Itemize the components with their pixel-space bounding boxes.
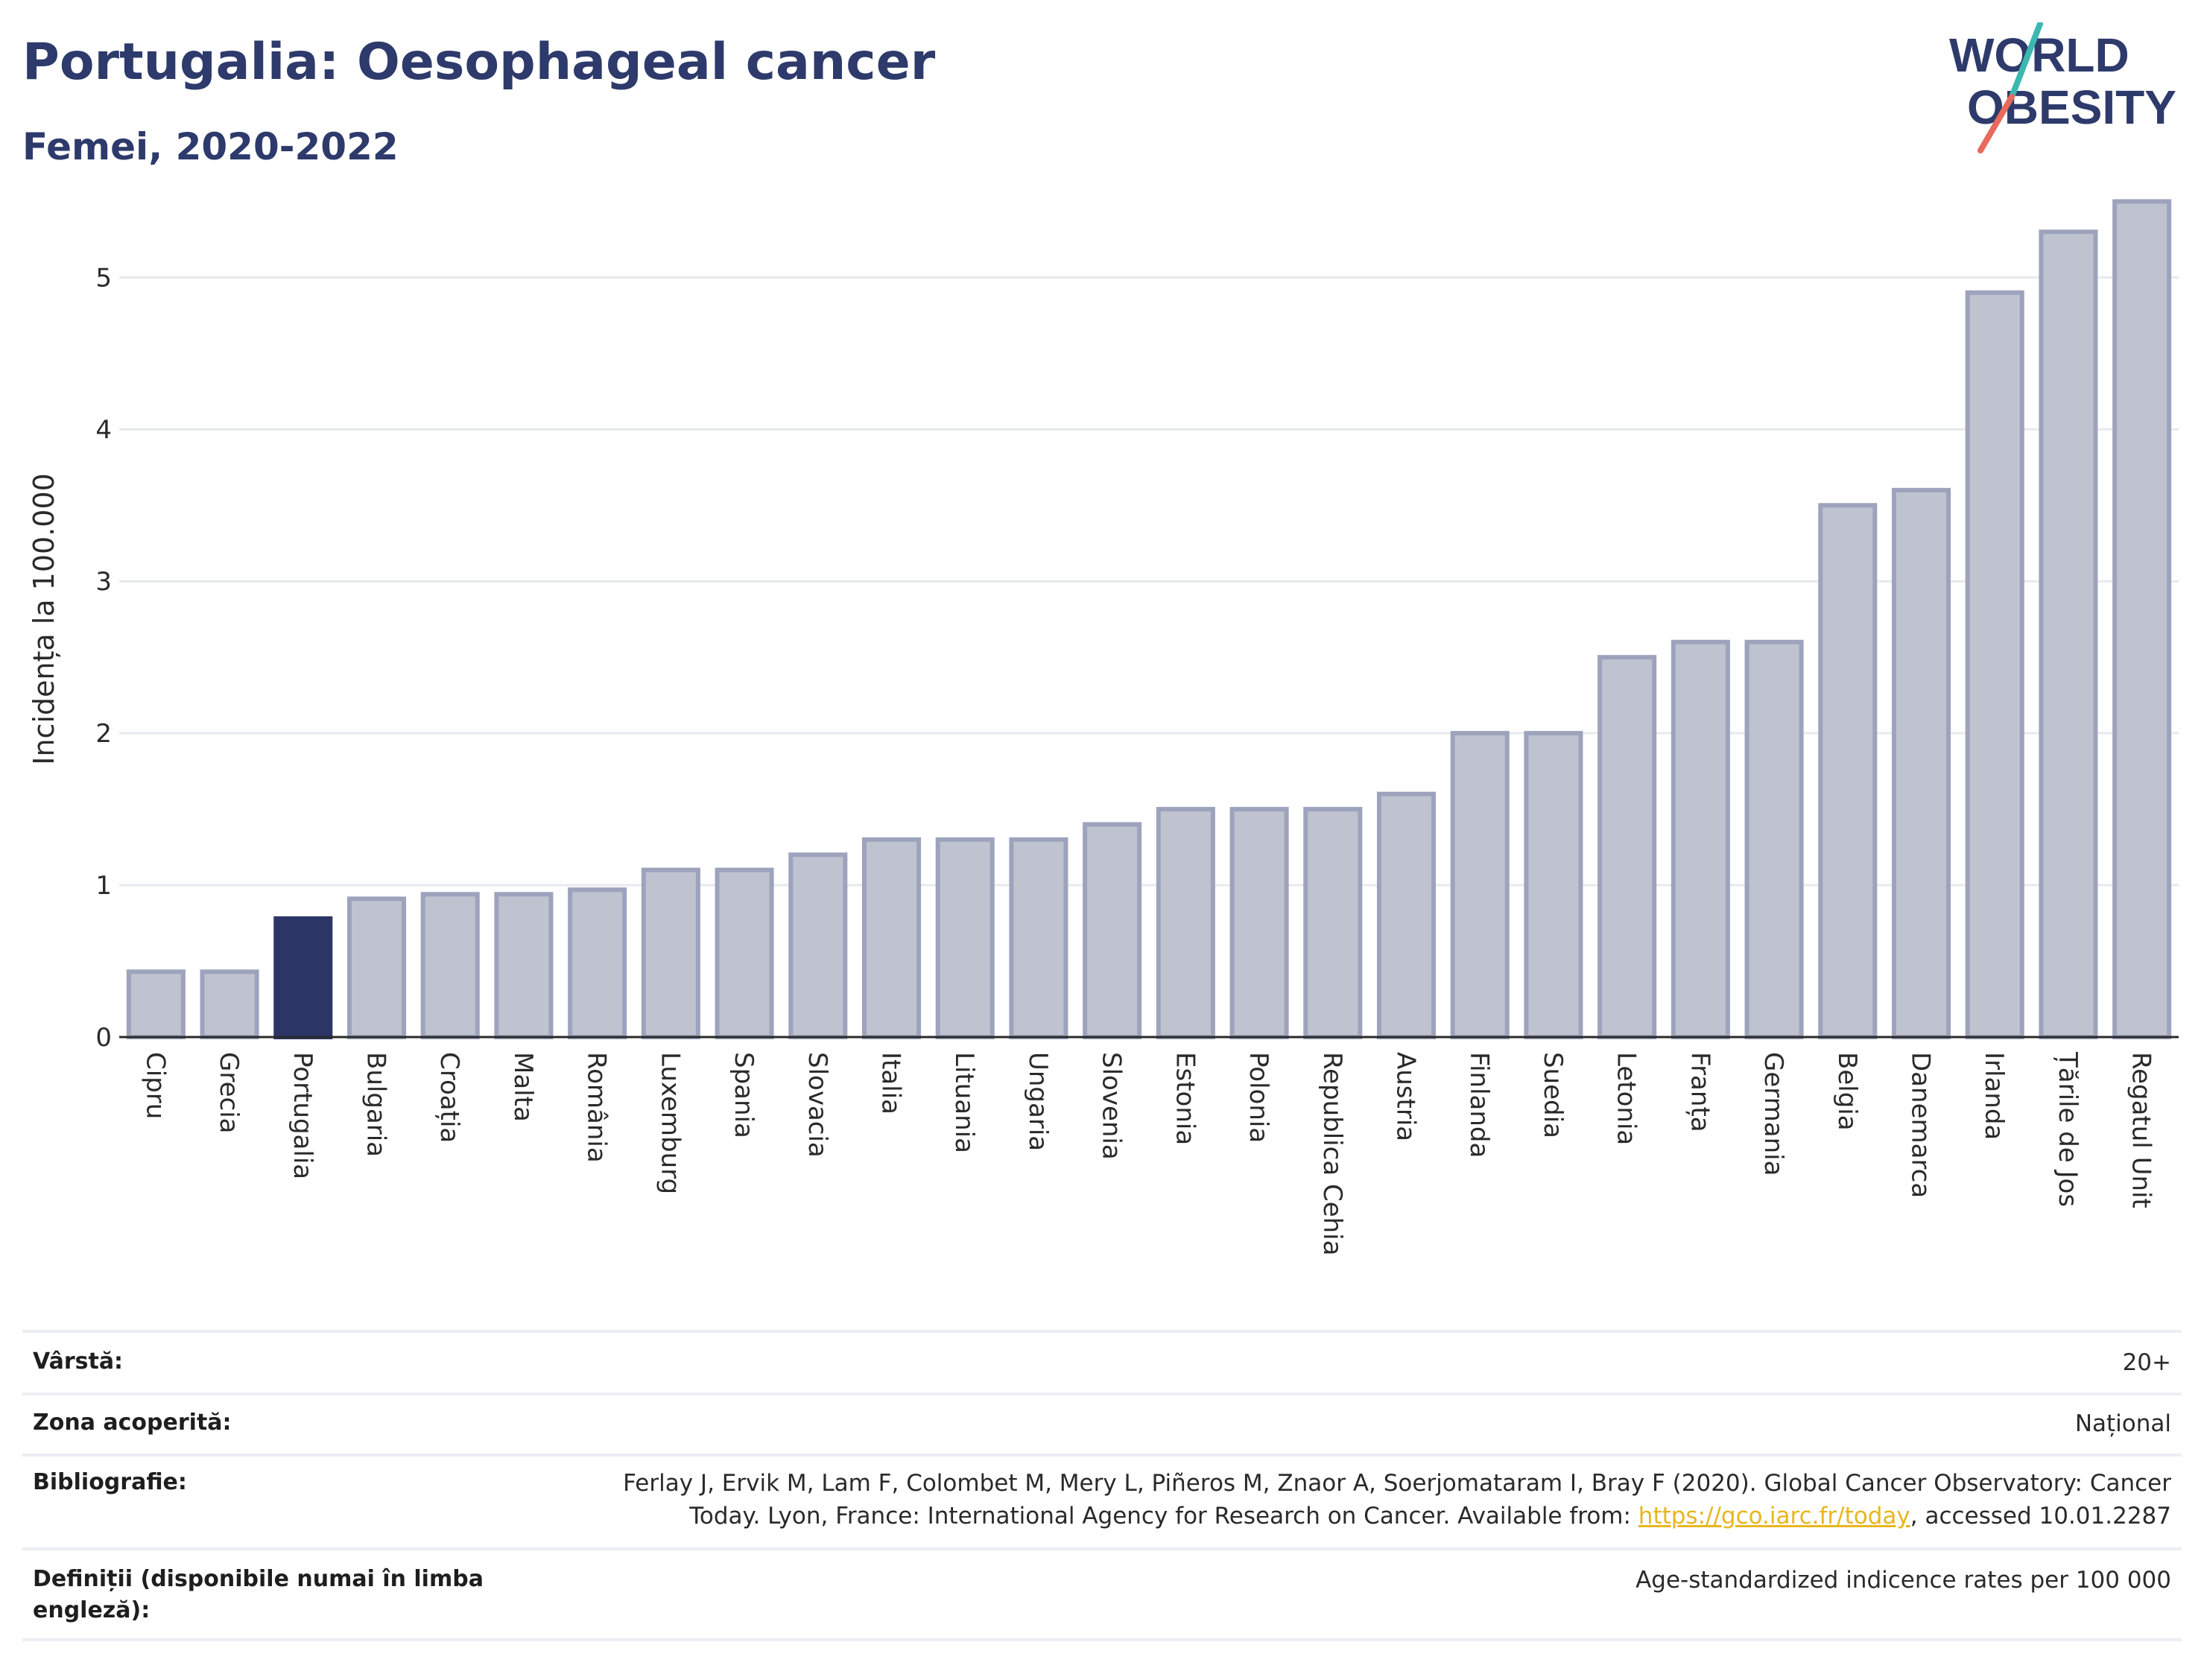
bar: [641, 867, 700, 1040]
bar: [568, 887, 627, 1040]
bar: [126, 969, 186, 1039]
bar: [1229, 807, 1289, 1040]
bar: [1524, 731, 1583, 1040]
page-title: Portugalia: Oesophageal cancer: [22, 33, 936, 92]
y-tick-label: 5: [95, 263, 112, 293]
bar: [861, 837, 922, 1039]
bar: [1083, 822, 1142, 1039]
x-tick-label: Austria: [1391, 1052, 1421, 1141]
bar: [494, 892, 554, 1039]
info-table: Vârstă: 20+ Zona acoperită: Național Bib…: [22, 1330, 2182, 1641]
bar: [273, 916, 333, 1039]
x-tick-label: Cipru: [140, 1052, 170, 1119]
y-tick-label: 0: [95, 1023, 112, 1053]
bar: [1671, 639, 1730, 1039]
bar: [935, 837, 995, 1039]
info-row-definitions: Definiții (disponibile numai în limba en…: [22, 1547, 2182, 1641]
x-tick-label: Bulgaria: [361, 1052, 391, 1157]
y-tick-label: 1: [95, 871, 112, 901]
x-tick-label: Italia: [876, 1052, 906, 1115]
bibliography-line2: Today. Lyon, France: International Agenc…: [689, 1503, 1638, 1530]
bar: [2039, 229, 2098, 1039]
bibliography-line1: Ferlay J, Ervik M, Lam F, Colombet M, Me…: [623, 1470, 2171, 1497]
x-tick-label: România: [582, 1052, 612, 1163]
x-tick-label: Finlanda: [1464, 1052, 1494, 1158]
bar: [1744, 639, 1804, 1039]
x-tick-label: Belgia: [1832, 1052, 1862, 1131]
x-tick-label: Regatul Unit: [2127, 1052, 2156, 1208]
x-tick-label: Suedia: [1538, 1052, 1568, 1138]
page-subtitle: Femei, 2020-2022: [22, 125, 399, 168]
logo-line1: WORLD: [1949, 28, 2129, 82]
x-tick-label: Croația: [434, 1052, 464, 1143]
x-tick-label: Slovacia: [802, 1052, 832, 1158]
world-obesity-logo: WORLD OBESITY: [1949, 22, 2176, 153]
bar: [346, 896, 407, 1040]
bar: [1156, 807, 1215, 1040]
bar: [715, 867, 774, 1040]
x-tick-label: Portugalia: [288, 1052, 317, 1179]
x-tick-label: Slovenia: [1097, 1052, 1127, 1160]
bibliography-value: Ferlay J, Ervik M, Lam F, Colombet M, Me…: [623, 1467, 2171, 1532]
logo-line2: OBESITY: [1967, 80, 2176, 134]
bar: [420, 892, 480, 1039]
info-row-area: Zona acoperită: Național: [22, 1392, 2182, 1454]
bar: [1009, 837, 1068, 1039]
x-tick-label: Irlanda: [1979, 1052, 2009, 1140]
logo-slash-red: [1977, 94, 2015, 153]
bar-chart: 0 1 2 3 4 5 Incidența la 100.000 Cipru Grecia Por…: [28, 199, 2179, 1255]
age-value: 20+: [2122, 1349, 2171, 1376]
x-tick-label: Luxemburg: [655, 1052, 685, 1194]
bar: [200, 969, 259, 1039]
x-tick-label: Letonia: [1612, 1052, 1641, 1145]
x-tick-label: Germania: [1758, 1052, 1788, 1176]
x-tick-label: Spania: [729, 1052, 759, 1138]
x-tick-label: Țările de Jos: [2053, 1051, 2083, 1207]
x-tick-label: Estonia: [1170, 1052, 1200, 1145]
bar: [1303, 807, 1363, 1040]
definitions-label: Definiții (disponibile numai în limba en…: [33, 1566, 484, 1623]
bar: [1818, 503, 1878, 1039]
x-tick-label: Danemarca: [1906, 1052, 1936, 1198]
info-row-bibliography: Bibliografie: Ferlay J, Ervik M, Lam F, …: [22, 1454, 2182, 1547]
info-row-age: Vârstă: 20+: [22, 1330, 2182, 1392]
bar: [2112, 199, 2172, 1040]
age-label: Vârstă:: [33, 1348, 124, 1375]
x-tick-label: Lituania: [949, 1052, 979, 1153]
y-axis-label: Incidența la 100.000: [28, 473, 60, 765]
x-tick-label: Franța: [1685, 1052, 1714, 1132]
x-tick-label: Polonia: [1244, 1052, 1273, 1143]
y-tick-label: 3: [95, 567, 112, 597]
area-value: Național: [2074, 1410, 2171, 1437]
bibliography-label: Bibliografie:: [33, 1469, 187, 1495]
bibliography-link[interactable]: https://gco.iarc.fr/today: [1638, 1503, 1910, 1530]
y-tick-label: 2: [95, 719, 112, 749]
bar: [1965, 290, 2024, 1039]
x-tick-label: Malta: [508, 1052, 538, 1122]
bibliography-accessed: , accessed 10.01.2287: [1910, 1503, 2171, 1530]
x-tick-label: Republica Cehia: [1317, 1052, 1347, 1255]
x-tick-label: Ungaria: [1023, 1052, 1053, 1151]
bar: [1597, 655, 1657, 1040]
y-tick-label: 4: [95, 415, 112, 445]
definitions-value: Age-standardized indicence rates per 100…: [1635, 1567, 2171, 1594]
x-tick-label: Grecia: [214, 1052, 244, 1133]
area-label: Zona acoperită:: [33, 1410, 232, 1436]
bar: [1891, 487, 1951, 1039]
bar: [1450, 731, 1510, 1040]
logo-slash-teal: [2009, 22, 2043, 100]
bar: [788, 852, 848, 1040]
bar: [1376, 791, 1437, 1039]
